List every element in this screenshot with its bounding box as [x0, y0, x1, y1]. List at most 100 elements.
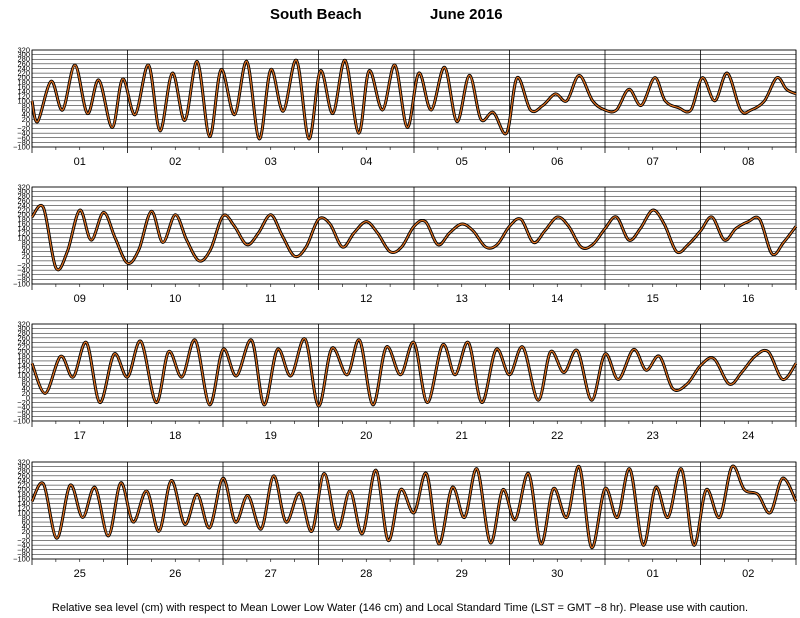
chart-footnote: Relative sea level (cm) with respect to … [51, 602, 749, 614]
y-tick-label: 100 [17, 96, 30, 105]
day-label: 06 [551, 156, 563, 168]
y-tick-label: −40 [17, 403, 30, 412]
y-tick-label: 120 [17, 504, 30, 513]
y-tick-label: −80 [17, 275, 30, 284]
y-tick-label: 20 [22, 527, 30, 536]
y-tick-label: −60 [17, 133, 30, 142]
y-tick-label: 100 [17, 370, 30, 379]
y-tick-label: −60 [17, 545, 30, 554]
y-tick-label: 180 [17, 215, 30, 224]
y-tick-label: 40 [22, 384, 30, 393]
y-tick-label: 240 [17, 338, 30, 347]
y-tick-label: −80 [17, 412, 30, 421]
y-tick-label: 0 [26, 119, 30, 128]
y-tick-label: 320 [17, 46, 30, 55]
y-tick-label: 240 [17, 64, 30, 73]
predicted-tide-line [31, 59, 797, 140]
y-tick-label: −40 [17, 266, 30, 275]
y-tick-label: 120 [17, 366, 30, 375]
day-label: 26 [169, 568, 181, 580]
predicted-tide-line [31, 204, 797, 271]
y-tick-label: 100 [17, 233, 30, 242]
y-tick-label: 300 [17, 187, 30, 196]
y-tick-label: 0 [26, 256, 30, 265]
day-label: 09 [74, 293, 86, 305]
y-tick-label: 60 [22, 243, 30, 252]
y-tick-label: 220 [17, 69, 30, 78]
day-label: 03 [265, 156, 277, 168]
y-tick-label: 100 [17, 508, 30, 517]
y-tick-label: 0 [26, 531, 30, 540]
predicted-tide-line [31, 465, 797, 549]
day-label: 10 [169, 293, 181, 305]
day-label: 01 [74, 156, 86, 168]
day-label: 08 [742, 156, 754, 168]
y-tick-label: 160 [17, 82, 30, 91]
y-tick-label: 200 [17, 347, 30, 356]
y-tick-label: 160 [17, 219, 30, 228]
y-tick-label: 300 [17, 462, 30, 471]
y-tick-label: 80 [22, 238, 30, 247]
y-tick-label: 240 [17, 201, 30, 210]
y-tick-label: 260 [17, 471, 30, 480]
y-tick-label: −20 [17, 536, 30, 545]
day-label: 23 [647, 430, 659, 442]
y-tick-label: 140 [17, 361, 30, 370]
y-tick-label: −80 [17, 550, 30, 559]
y-tick-label: −100 [13, 143, 30, 152]
day-label: 07 [647, 156, 659, 168]
y-tick-label: −40 [17, 541, 30, 550]
y-tick-label: 40 [22, 247, 30, 256]
day-label: 24 [742, 430, 754, 442]
y-tick-label: −20 [17, 398, 30, 407]
day-label: 05 [456, 156, 468, 168]
y-tick-label: 200 [17, 210, 30, 219]
y-tick-label: 280 [17, 192, 30, 201]
panel-frame [31, 461, 797, 560]
y-tick-label: −40 [17, 129, 30, 138]
y-tick-label: −20 [17, 124, 30, 133]
y-tick-label: 260 [17, 333, 30, 342]
y-tick-label: 280 [17, 467, 30, 476]
y-tick-label: 60 [22, 380, 30, 389]
day-label: 12 [360, 293, 372, 305]
day-label: 02 [169, 156, 181, 168]
y-tick-label: 160 [17, 494, 30, 503]
predicted-tide-line [31, 338, 797, 407]
y-tick-label: 300 [17, 50, 30, 59]
y-tick-label: 20 [22, 115, 30, 124]
day-label: 19 [265, 430, 277, 442]
panel-2: 3203002802602402202001801601401201008060… [13, 183, 798, 305]
y-tick-label: 140 [17, 87, 30, 96]
y-tick-label: 20 [22, 389, 30, 398]
day-label: 21 [456, 430, 468, 442]
day-label: 04 [360, 156, 372, 168]
y-tick-label: 200 [17, 485, 30, 494]
chart-title-month: June 2016 [430, 6, 503, 23]
day-label: 16 [742, 293, 754, 305]
y-tick-label: 180 [17, 490, 30, 499]
panel-4: 3203002802602402202001801601401201008060… [13, 458, 798, 580]
panel-1: 3203002802602402202001801601401201008060… [13, 46, 797, 168]
day-label: 11 [265, 293, 276, 305]
day-label: 30 [551, 568, 563, 580]
y-tick-label: −100 [13, 555, 30, 564]
y-tick-label: −100 [13, 280, 30, 289]
day-label: 17 [74, 430, 86, 442]
day-label: 01 [647, 568, 659, 580]
y-tick-label: −100 [13, 417, 30, 426]
y-tick-label: 260 [17, 196, 30, 205]
y-tick-label: 220 [17, 481, 30, 490]
y-tick-label: 60 [22, 106, 30, 115]
y-tick-label: 40 [22, 522, 30, 531]
y-tick-label: 80 [22, 101, 30, 110]
chart-title-location: South Beach [270, 6, 362, 23]
y-tick-label: 260 [17, 59, 30, 68]
day-label: 28 [360, 568, 372, 580]
day-label: 02 [742, 568, 754, 580]
y-tick-label: 320 [17, 320, 30, 329]
y-tick-label: 60 [22, 518, 30, 527]
y-tick-label: −20 [17, 261, 30, 270]
y-tick-label: 280 [17, 55, 30, 64]
y-tick-label: 160 [17, 356, 30, 365]
